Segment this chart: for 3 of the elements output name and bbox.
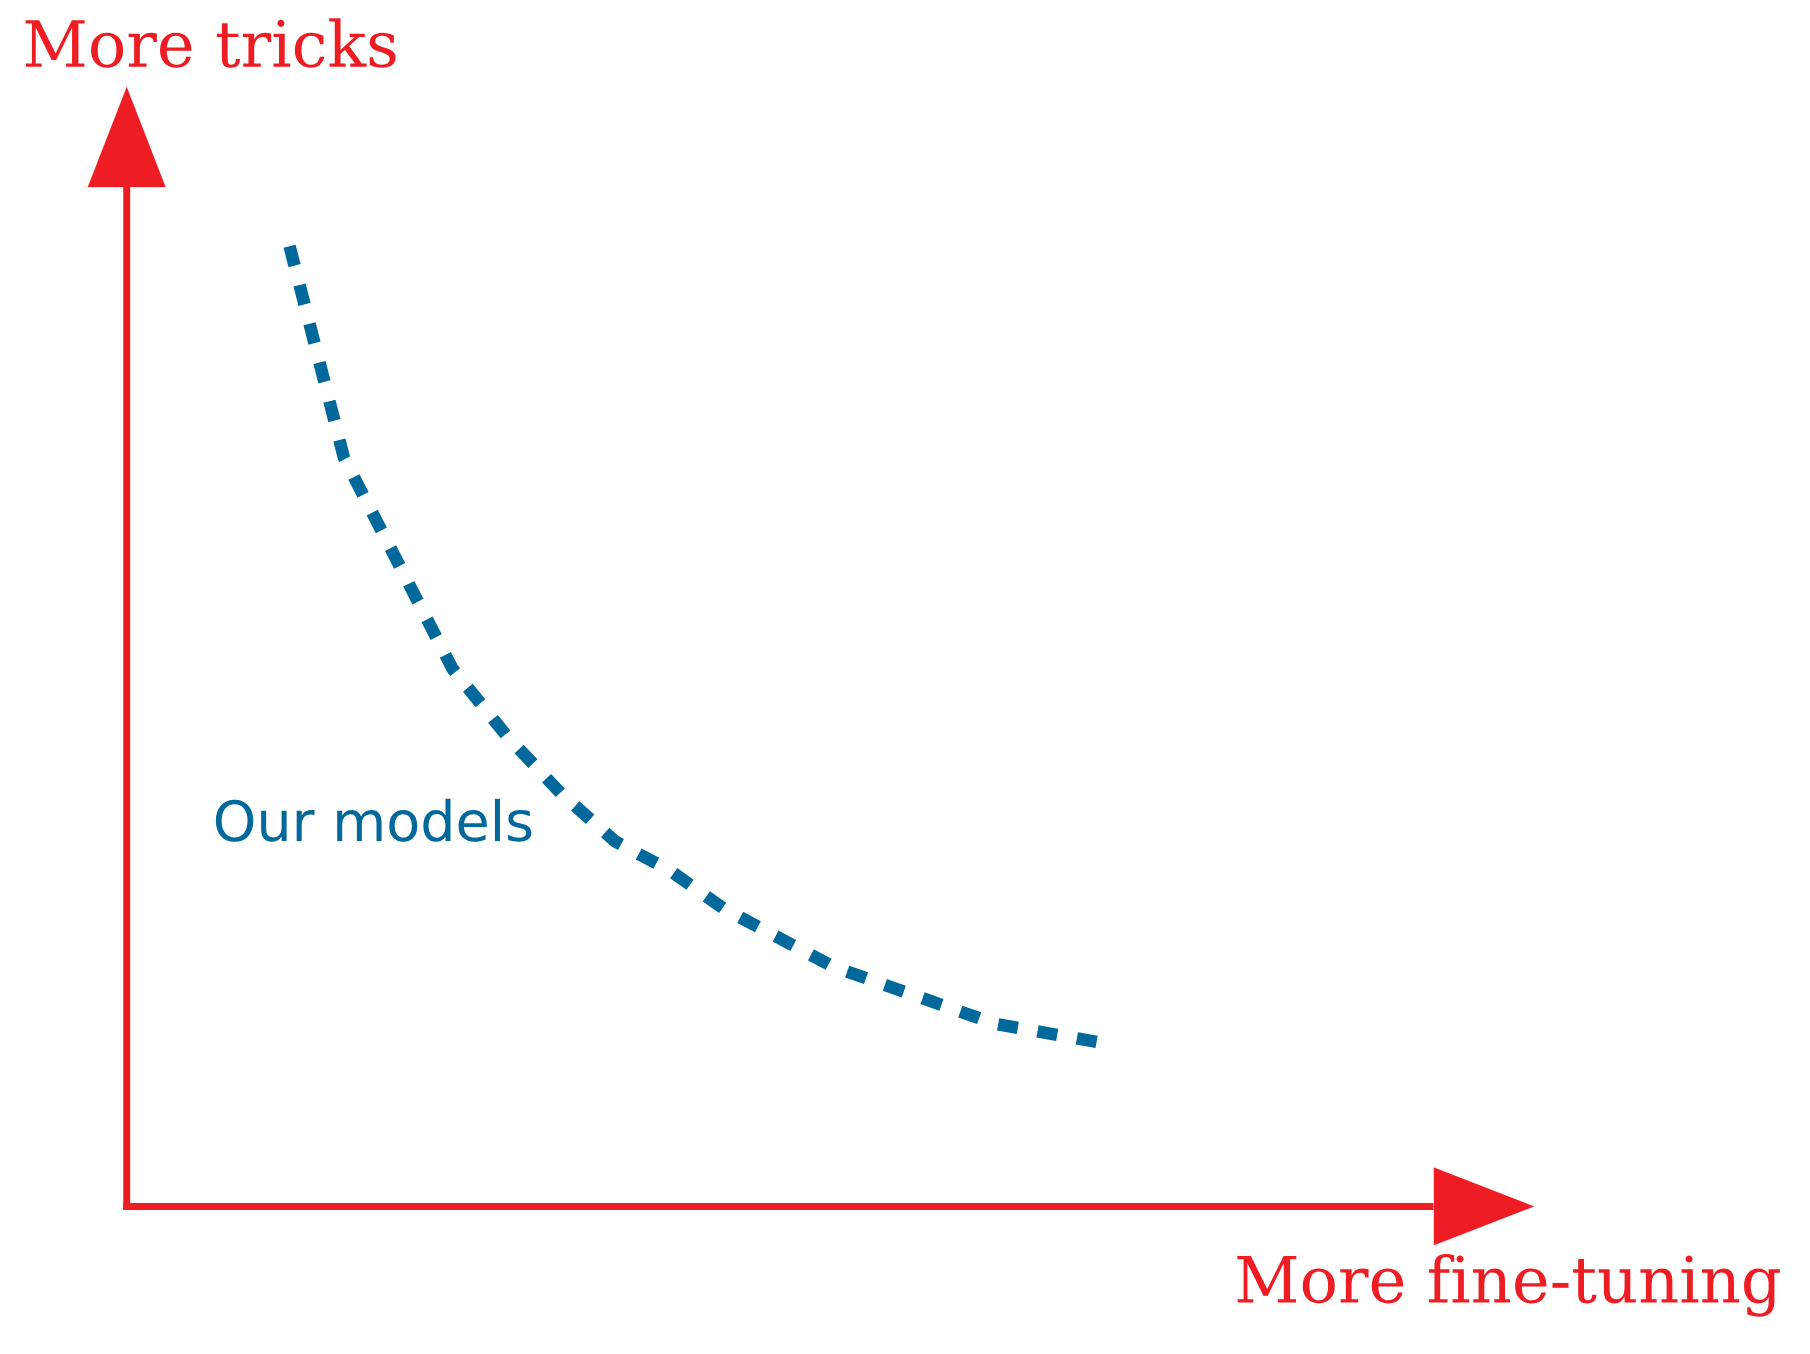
y-axis-title: More tricks [25,18,396,68]
x-axis-title: More fine-tuning [1237,1253,1780,1317]
annotation: Our models [215,798,532,842]
